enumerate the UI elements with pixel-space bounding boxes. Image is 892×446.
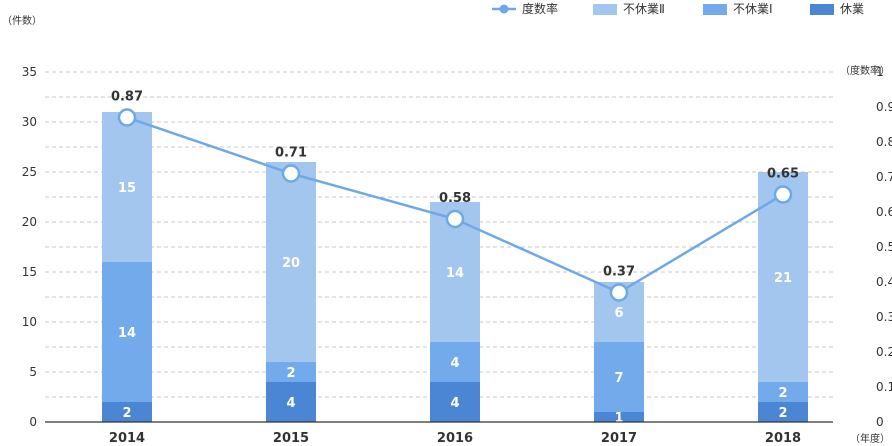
bar-segment-label: 21 bbox=[774, 271, 792, 286]
legend-swatch bbox=[810, 4, 834, 15]
left-axis-label: （件数） bbox=[2, 14, 42, 27]
bar-segment bbox=[102, 262, 152, 402]
rate-line: 0.87 0.71 0.58 0.37 0.65 bbox=[111, 90, 799, 302]
right-tick-label: 0.6 bbox=[876, 205, 892, 219]
x-axis-unit-label: （年度） bbox=[850, 432, 890, 445]
axis-units: （件数） （度数率） （年度） bbox=[2, 14, 890, 445]
bar-segment-label: 4 bbox=[286, 396, 295, 411]
bar-segment bbox=[758, 402, 808, 422]
rate-point-label: 0.65 bbox=[767, 167, 799, 182]
legend-label: 休業 bbox=[840, 2, 864, 16]
right-tick-label: 0.4 bbox=[876, 275, 892, 289]
right-tick-label: 1 bbox=[876, 65, 884, 79]
bar-segment-label: 15 bbox=[118, 181, 136, 196]
right-tick-label: 0.2 bbox=[876, 345, 892, 359]
bar-segment-label: 14 bbox=[446, 266, 464, 281]
x-tick-label: 2017 bbox=[601, 431, 637, 446]
bar-segment bbox=[594, 342, 644, 412]
bar-segment bbox=[430, 342, 480, 382]
x-tick-label: 2016 bbox=[437, 431, 473, 446]
rate-point bbox=[773, 185, 793, 204]
bar-segment bbox=[594, 412, 644, 422]
bar-segment bbox=[758, 172, 808, 382]
bar-segment-label: 20 bbox=[282, 256, 300, 271]
bar-segment bbox=[266, 382, 316, 422]
bar-segment-label: 2 bbox=[778, 406, 787, 421]
bar-segment-label: 2 bbox=[778, 386, 787, 401]
rate-point bbox=[117, 108, 137, 127]
left-tick-label: 15 bbox=[22, 265, 37, 279]
legend-label: 不休業Ⅰ bbox=[733, 2, 773, 16]
legend-line-marker bbox=[499, 4, 509, 14]
bar-segment bbox=[266, 162, 316, 362]
left-tick-label: 0 bbox=[29, 415, 37, 429]
axis-ticks: 0 5 10 15 20 25 30 35 0 0.1 0.2 0.3 0.4 0.5 0.6 0.7 0.8 0… bbox=[22, 65, 892, 446]
bar-segment-label: 1 bbox=[614, 411, 623, 426]
right-tick-label: 0.8 bbox=[876, 135, 892, 149]
left-tick-label: 20 bbox=[22, 215, 37, 229]
bar-segment bbox=[266, 362, 316, 382]
rate-point-label: 0.37 bbox=[603, 265, 635, 280]
left-tick-label: 10 bbox=[22, 315, 37, 329]
bar-segment-label: 4 bbox=[450, 356, 459, 371]
right-tick-label: 0.7 bbox=[876, 170, 892, 184]
rate-point-label: 0.71 bbox=[275, 146, 307, 161]
bar-segment bbox=[758, 382, 808, 402]
bar-segment-label: 2 bbox=[286, 366, 295, 381]
bar-segment-label: 7 bbox=[614, 371, 623, 386]
x-tick-label: 2018 bbox=[765, 431, 801, 446]
left-tick-label: 30 bbox=[22, 115, 37, 129]
right-tick-label: 0 bbox=[876, 415, 884, 429]
bar-segment bbox=[102, 402, 152, 422]
rate-point-label: 0.58 bbox=[439, 191, 471, 206]
rate-point bbox=[281, 164, 301, 183]
x-tick-label: 2014 bbox=[109, 431, 145, 446]
legend-swatch bbox=[703, 4, 727, 15]
bar-segment bbox=[102, 112, 152, 262]
bar-segment-label: 6 bbox=[614, 306, 623, 321]
left-tick-label: 5 bbox=[29, 365, 37, 379]
rate-point bbox=[445, 209, 465, 229]
right-tick-label: 0.1 bbox=[876, 380, 892, 394]
legend-label: 不休業Ⅱ bbox=[623, 2, 665, 16]
bar-segment-label: 4 bbox=[450, 396, 459, 411]
bar-segment bbox=[430, 382, 480, 422]
legend-label: 度数率 bbox=[522, 1, 558, 16]
x-tick-label: 2015 bbox=[273, 431, 309, 446]
bar-segment-label: 2 bbox=[122, 406, 131, 421]
legend: 度数率 不休業Ⅱ 不休業Ⅰ 休業 bbox=[492, 1, 864, 16]
right-tick-label: 0.3 bbox=[876, 310, 892, 324]
bar-segment-label: 14 bbox=[118, 326, 136, 341]
rate-point bbox=[609, 283, 629, 302]
bars: 2 14 15 4 2 20 4 4 14 1 7 6 2 2 21 bbox=[102, 112, 808, 426]
right-tick-label: 0.9 bbox=[876, 100, 892, 114]
left-tick-label: 35 bbox=[22, 65, 37, 79]
legend-swatch bbox=[593, 4, 617, 15]
left-tick-label: 25 bbox=[22, 165, 37, 179]
right-axis-label: （度数率） bbox=[840, 64, 890, 77]
rate-point-label: 0.87 bbox=[111, 90, 143, 105]
right-tick-label: 0.5 bbox=[876, 240, 892, 254]
